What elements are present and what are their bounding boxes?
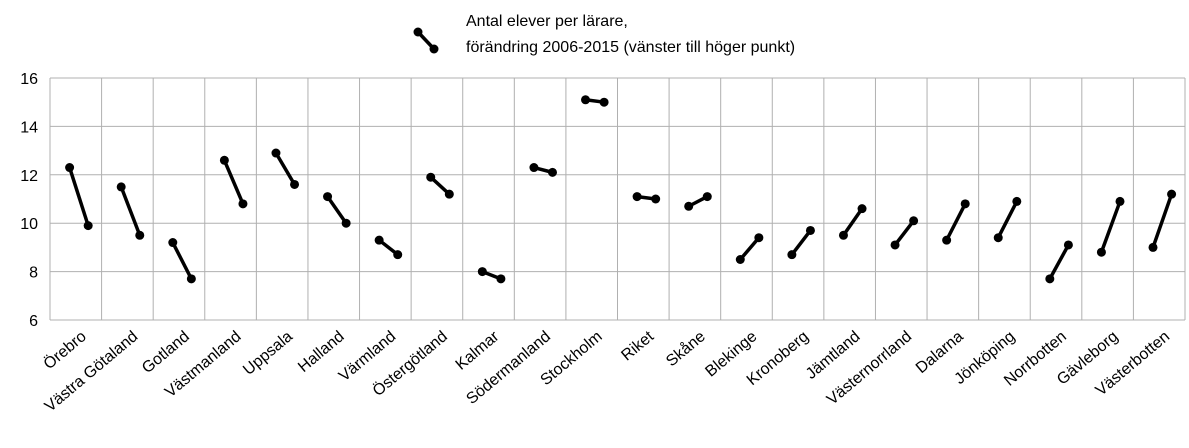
y-tick-label: 10 [20, 216, 38, 233]
start-dot [65, 163, 75, 173]
start-dot [890, 240, 900, 250]
change-line [945, 203, 967, 241]
start-dot [838, 230, 848, 240]
change-line [893, 219, 916, 247]
change-line [1151, 193, 1174, 248]
start-dot [684, 201, 694, 211]
start-dot [271, 148, 281, 158]
change-line [1099, 200, 1122, 253]
start-dot [1045, 274, 1055, 284]
end-dot [547, 167, 557, 177]
end-dot [1167, 189, 1177, 199]
x-tick-label: Skåne [662, 327, 708, 370]
change-line [842, 207, 864, 237]
x-tick-label: Örebro [40, 327, 90, 373]
end-dot [754, 233, 764, 243]
end-dot [805, 225, 815, 235]
end-dot [909, 216, 919, 226]
legend-text: Antal elever per lärare, [466, 13, 628, 30]
start-dot [581, 95, 591, 105]
change-line [326, 195, 348, 225]
change-line [1048, 244, 1070, 280]
end-dot [496, 274, 506, 284]
start-dot [374, 235, 384, 245]
legend-text: förändring 2006-2015 (vänster till höger… [466, 39, 795, 56]
start-dot [477, 267, 487, 277]
x-tick-label: Riket [618, 328, 657, 365]
y-tick-label: 14 [20, 119, 38, 136]
x-tick-label: Västra Götaland [42, 328, 142, 415]
end-dot [135, 230, 145, 240]
end-dot [186, 274, 196, 284]
end-dot [83, 221, 93, 231]
end-dot [857, 204, 867, 214]
end-dot [651, 194, 661, 204]
y-tick-label: 6 [29, 313, 38, 330]
start-dot [787, 250, 797, 260]
end-dot [238, 199, 248, 209]
start-dot [993, 233, 1003, 243]
x-tick-label: Kalmar [453, 328, 503, 374]
y-tick-label: 8 [29, 265, 38, 282]
change-line [738, 236, 761, 261]
x-tick-label: Uppsala [240, 328, 296, 379]
change-line [171, 241, 193, 280]
change-line [790, 229, 812, 256]
end-dot [290, 179, 300, 189]
end-dot [1063, 240, 1073, 250]
change-line [274, 152, 297, 186]
start-dot [116, 182, 126, 192]
change-line [996, 200, 1019, 239]
end-dot [599, 97, 609, 107]
start-dot [219, 155, 229, 165]
start-dot [426, 172, 436, 182]
legend: Antal elever per lärare, förändring 2006… [413, 13, 795, 56]
start-dot [735, 255, 745, 264]
end-dot [393, 250, 403, 260]
y-tick-label: 12 [20, 168, 38, 185]
start-dot [942, 235, 952, 245]
start-dot [632, 192, 642, 202]
start-dot [323, 192, 333, 202]
start-dot [529, 163, 539, 173]
change-line [119, 186, 142, 236]
end-dot [960, 199, 970, 209]
start-dot [168, 238, 178, 248]
end-dot [1012, 196, 1022, 206]
end-dot [1115, 196, 1125, 206]
change-line [222, 159, 245, 205]
change-line [67, 167, 90, 227]
end-dot [341, 218, 351, 228]
start-dot [1096, 247, 1106, 257]
end-dot [444, 189, 454, 199]
y-tick-label: 16 [20, 71, 38, 88]
legend-dot [413, 27, 423, 37]
end-dot [702, 192, 712, 202]
start-dot [1148, 242, 1158, 252]
legend-dot [429, 44, 439, 54]
